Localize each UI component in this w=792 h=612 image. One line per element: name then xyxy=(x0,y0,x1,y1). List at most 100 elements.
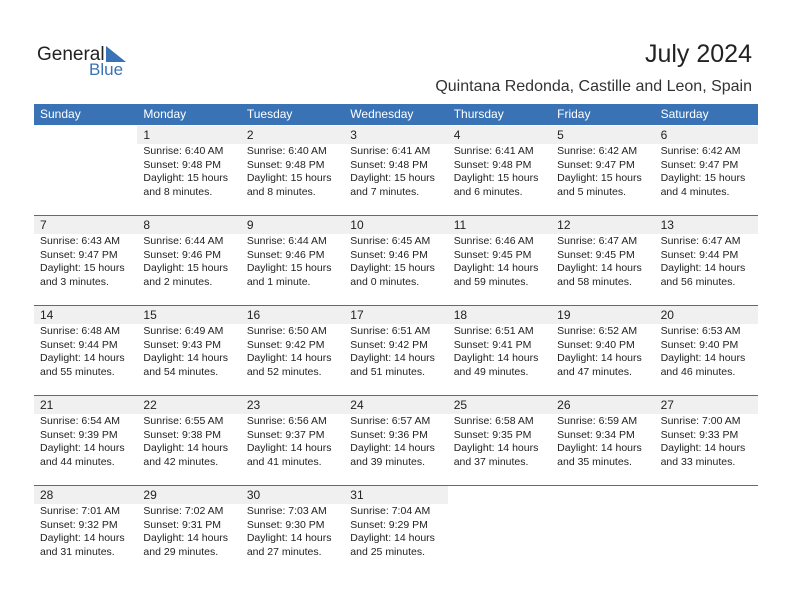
day-band xyxy=(344,396,448,414)
day-cell: 1 Sunrise: 6:40 AM Sunset: 9:48 PM Daylight… xyxy=(137,126,241,216)
day-number: 11 xyxy=(453,218,467,232)
day-number: 14 xyxy=(40,308,54,322)
day-minutes: and 58 minutes. xyxy=(557,275,632,288)
day-minutes: and 27 minutes. xyxy=(246,545,322,558)
day-cell: 3 Sunrise: 6:41 AM Sunset: 9:48 PM Daylight… xyxy=(344,126,448,216)
day-cell: 18 Sunrise: 6:51 AM Sunset: 9:41 PM Dayligh… xyxy=(447,306,552,396)
day-band xyxy=(551,126,655,144)
day-cell: 31 Sunrise: 7:04 AM Sunset: 9:29 PM Dayligh… xyxy=(344,486,448,576)
day-sunset: Sunset: 9:38 PM xyxy=(143,428,222,441)
day-sunrise: Sunrise: 6:57 AM xyxy=(350,415,431,427)
day-minutes: and 49 minutes. xyxy=(453,365,529,378)
day-sunset: Sunset: 9:42 PM xyxy=(350,338,428,351)
day-sunrise: Sunrise: 6:51 AM xyxy=(453,325,534,337)
day-number: 25 xyxy=(453,398,468,412)
day-number: 24 xyxy=(350,398,364,412)
day-number: 31 xyxy=(350,488,364,502)
day-sunset: Sunset: 9:33 PM xyxy=(660,428,739,441)
day-number: 5 xyxy=(557,128,564,142)
day-daylight: Daylight: 15 hours xyxy=(143,262,229,274)
day-sunrise: Sunrise: 6:58 AM xyxy=(453,415,534,427)
day-band xyxy=(344,486,448,504)
day-sunset: Sunset: 9:48 PM xyxy=(453,158,532,171)
day-band xyxy=(137,126,241,144)
day-number: 30 xyxy=(246,488,261,502)
day-minutes: and 8 minutes. xyxy=(246,185,316,198)
day-sunset: Sunset: 9:39 PM xyxy=(40,428,118,441)
day-daylight: Daylight: 14 hours xyxy=(40,442,125,454)
day-daylight: Daylight: 15 hours xyxy=(660,172,746,184)
day-band xyxy=(344,216,448,234)
day-number: 19 xyxy=(557,308,571,322)
day-sunrise: Sunrise: 6:40 AM xyxy=(143,145,224,157)
day-number: 4 xyxy=(453,128,461,142)
day-band xyxy=(137,216,241,234)
day-sunrise: Sunrise: 7:03 AM xyxy=(246,505,327,517)
day-sunset: Sunset: 9:46 PM xyxy=(350,248,428,261)
day-daylight: Daylight: 14 hours xyxy=(453,262,539,274)
day-band xyxy=(447,306,552,324)
day-number: 7 xyxy=(40,218,47,232)
subtitle: Quintana Redonda, Castille and Leon, Spa… xyxy=(435,78,752,95)
day-band xyxy=(34,306,138,324)
day-sunset: Sunset: 9:31 PM xyxy=(143,518,222,531)
weekday-header: Monday xyxy=(137,104,241,125)
day-minutes: and 56 minutes. xyxy=(660,275,736,288)
day-cell: 10 Sunrise: 6:45 AM Sunset: 9:46 PM Dayligh… xyxy=(344,216,448,306)
day-sunset: Sunset: 9:30 PM xyxy=(246,518,325,531)
day-minutes: and 37 minutes. xyxy=(453,455,529,468)
day-sunrise: Sunrise: 6:46 AM xyxy=(453,235,534,247)
day-minutes: and 47 minutes. xyxy=(557,365,632,378)
day-sunrise: Sunrise: 6:56 AM xyxy=(246,415,327,427)
day-sunset: Sunset: 9:48 PM xyxy=(350,158,428,171)
day-cell: 17 Sunrise: 6:51 AM Sunset: 9:42 PM Dayligh… xyxy=(344,306,448,396)
day-sunrise: Sunrise: 6:48 AM xyxy=(40,325,120,337)
day-band xyxy=(34,216,138,234)
day-number: 18 xyxy=(453,308,468,322)
day-sunset: Sunset: 9:37 PM xyxy=(246,428,325,441)
day-daylight: Daylight: 14 hours xyxy=(246,442,332,454)
day-sunrise: Sunrise: 6:45 AM xyxy=(350,235,431,247)
day-sunset: Sunset: 9:41 PM xyxy=(453,338,532,351)
day-cell: 2 Sunrise: 6:40 AM Sunset: 9:48 PM Daylight… xyxy=(240,126,345,216)
day-sunrise: Sunrise: 7:02 AM xyxy=(143,505,224,517)
day-minutes: and 31 minutes. xyxy=(40,545,115,558)
day-band xyxy=(551,396,655,414)
day-sunset: Sunset: 9:32 PM xyxy=(40,518,118,531)
day-daylight: Daylight: 14 hours xyxy=(660,262,746,274)
day-minutes: and 25 minutes. xyxy=(350,545,425,558)
day-number: 8 xyxy=(143,218,151,232)
day-cell: 13 Sunrise: 6:47 AM Sunset: 9:44 PM Dayligh… xyxy=(654,216,758,306)
day-band xyxy=(137,486,241,504)
day-minutes: and 4 minutes. xyxy=(660,185,730,198)
day-minutes: and 6 minutes. xyxy=(453,185,523,198)
weekday-header: Thursday xyxy=(447,104,552,125)
day-number: 22 xyxy=(143,398,157,412)
day-band xyxy=(551,216,655,234)
day-sunrise: Sunrise: 6:59 AM xyxy=(557,415,638,427)
day-minutes: and 0 minutes. xyxy=(350,275,420,288)
day-number: 16 xyxy=(246,308,261,322)
day-sunrise: Sunrise: 6:50 AM xyxy=(246,325,327,337)
day-daylight: Daylight: 15 hours xyxy=(246,172,332,184)
day-number: 28 xyxy=(40,488,54,502)
day-daylight: Daylight: 14 hours xyxy=(557,262,642,274)
day-number: 23 xyxy=(246,398,261,412)
week-divider xyxy=(34,305,758,306)
day-cell: 5 Sunrise: 6:42 AM Sunset: 9:47 PM Daylight… xyxy=(551,126,655,216)
day-daylight: Daylight: 14 hours xyxy=(453,442,539,454)
day-band xyxy=(654,126,758,144)
day-band xyxy=(447,216,552,234)
day-minutes: and 51 minutes. xyxy=(350,365,425,378)
day-band xyxy=(654,306,758,324)
day-sunset: Sunset: 9:36 PM xyxy=(350,428,428,441)
day-cell: 28 Sunrise: 7:01 AM Sunset: 9:32 PM Dayligh… xyxy=(34,486,138,576)
day-cell: 9 Sunrise: 6:44 AM Sunset: 9:46 PM Daylight… xyxy=(240,216,345,306)
day-daylight: Daylight: 14 hours xyxy=(350,532,435,544)
day-minutes: and 29 minutes. xyxy=(143,545,219,558)
weekday-header: Saturday xyxy=(654,104,758,125)
day-minutes: and 3 minutes. xyxy=(40,275,109,288)
day-sunset: Sunset: 9:47 PM xyxy=(557,158,635,171)
day-minutes: and 7 minutes. xyxy=(350,185,420,198)
